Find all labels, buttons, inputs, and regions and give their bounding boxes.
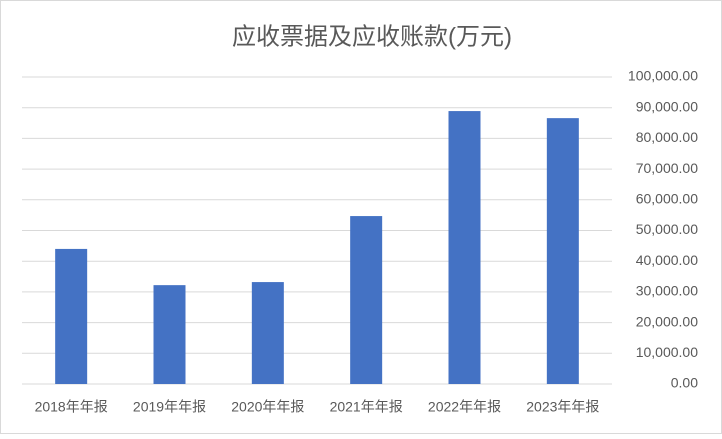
y-tick-label: 90,000.00 — [636, 98, 698, 114]
x-tick-label: 2023年年报 — [526, 399, 599, 415]
x-tick-label: 2022年年报 — [428, 399, 501, 415]
y-tick-label: 40,000.00 — [636, 252, 698, 268]
x-tick-label: 2018年年报 — [35, 399, 108, 415]
chart-title: 应收票据及应收账款(万元) — [232, 23, 512, 50]
y-tick-label: 70,000.00 — [636, 160, 698, 176]
y-tick-label: 100,000.00 — [628, 68, 698, 84]
y-tick-label: 20,000.00 — [636, 313, 698, 329]
x-tick-label: 2021年年报 — [330, 399, 403, 415]
y-tick-label: 30,000.00 — [636, 283, 698, 299]
x-tick-label: 2019年年报 — [133, 399, 206, 415]
bar — [251, 282, 284, 384]
y-tick-label: 10,000.00 — [636, 344, 698, 360]
y-tick-label: 50,000.00 — [636, 221, 698, 237]
bar — [153, 285, 186, 384]
bar — [350, 216, 383, 384]
bar — [546, 118, 579, 384]
y-tick-label: 60,000.00 — [636, 191, 698, 207]
bar — [448, 111, 481, 385]
x-tick-label: 2020年年报 — [231, 399, 304, 415]
y-tick-label: 0.00 — [671, 375, 698, 391]
y-tick-label: 80,000.00 — [636, 129, 698, 145]
bar — [55, 248, 88, 384]
